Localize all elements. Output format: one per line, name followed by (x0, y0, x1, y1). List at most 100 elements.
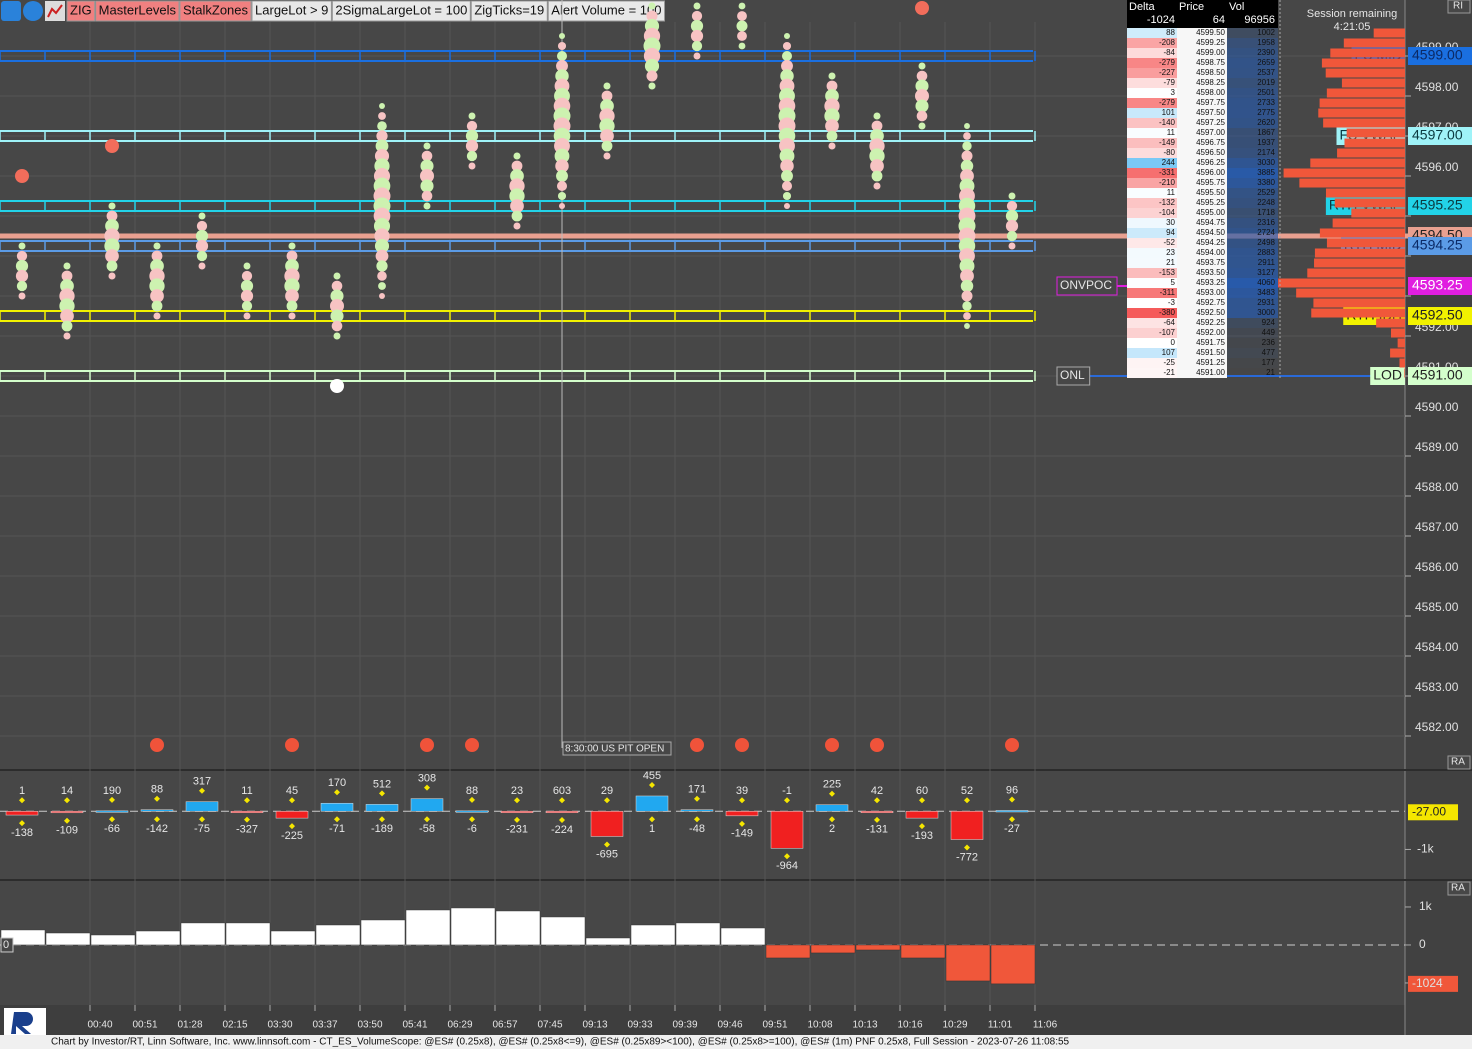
profile-bar (1337, 148, 1405, 158)
delta-bottom-label: -225 (281, 830, 303, 842)
dom-cell: 4060 (1257, 278, 1275, 287)
bubble (693, 52, 701, 60)
toolbar-button[interactable] (470, 0, 548, 22)
icon-button[interactable] (1, 1, 21, 21)
dom-delta-cell (1127, 48, 1177, 58)
dom-vol-cell (1227, 158, 1278, 168)
bubble (468, 162, 476, 170)
level-left-tag-bg (1056, 276, 1118, 296)
dom-delta-cell (1127, 318, 1177, 328)
bubble (106, 260, 118, 272)
toolbar-button[interactable] (331, 0, 471, 22)
dom-cell: 4593.50 (1196, 268, 1225, 277)
delta-marker (1009, 796, 1015, 823)
delta-marker (739, 797, 745, 827)
toolbar-label: Alert Volume = 100 (551, 2, 661, 17)
delta-bottom-label: -75 (194, 823, 210, 835)
delta-marker (334, 789, 340, 823)
dom-vol-cell (1227, 68, 1278, 78)
x-tick-label: 06:57 (492, 1020, 517, 1031)
bubble (557, 41, 567, 51)
toolbar-button[interactable] (95, 0, 180, 22)
bubble-column (778, 32, 796, 210)
icon-button[interactable] (23, 1, 43, 21)
dom-vol-cell (1227, 268, 1278, 278)
dom-price-cell (1177, 288, 1227, 298)
dom-cell: 4594.50 (1196, 228, 1225, 237)
dom-vol-cell (1227, 318, 1278, 328)
delta-bar (680, 809, 714, 812)
dom-cell: 4595.00 (1196, 208, 1225, 217)
dom-cell: 2019 (1257, 78, 1275, 87)
session-time: 4:21:05 (1334, 21, 1371, 33)
delta-top-label: 308 (418, 773, 436, 785)
bubble (826, 80, 838, 92)
alert-dots (150, 738, 1019, 752)
x-tick-label: 11:06 (1033, 1020, 1058, 1031)
dom-vol-cell (1227, 28, 1278, 38)
bubble (243, 312, 251, 320)
bubble (690, 19, 704, 33)
bubble-column (824, 72, 840, 150)
cumulative-bar (585, 937, 631, 946)
bubble (691, 10, 703, 22)
bubble-column (149, 242, 165, 320)
bubble (556, 50, 568, 62)
dom-cell: 4593.00 (1196, 288, 1225, 297)
bubble (918, 62, 926, 70)
delta-top-label: 317 (193, 776, 211, 788)
bubble (601, 140, 613, 152)
dom-delta-shade (1127, 48, 1177, 58)
delta-top-label: 52 (961, 785, 973, 797)
toolbar-button[interactable] (66, 0, 96, 22)
bubble (555, 69, 569, 83)
bubble (374, 228, 390, 244)
delta-top-label: 171 (688, 784, 706, 796)
toolbar-button[interactable] (251, 0, 332, 22)
dom-price-cell (1177, 78, 1227, 88)
bubble (558, 32, 566, 40)
delta-bar (815, 804, 849, 812)
toolbar-button[interactable] (547, 0, 665, 22)
delta-bar (500, 811, 534, 813)
delta-top-label: 512 (373, 778, 391, 790)
dom-delta-shade (1127, 148, 1177, 158)
dom-cell: -79 (1163, 78, 1175, 87)
bubble (153, 312, 161, 320)
bubble (871, 170, 883, 182)
bubble (558, 202, 566, 210)
bubble (106, 210, 118, 222)
toolbar-label: ZigTicks=19 (474, 2, 544, 17)
profile-bar (1376, 318, 1405, 328)
dom-price-cell (1177, 198, 1227, 208)
delta-bottom-label: -695 (596, 848, 618, 860)
delta-bottom-label: -224 (551, 824, 573, 836)
profile-bar (1397, 338, 1405, 348)
toolbar-button[interactable] (179, 0, 252, 22)
delta-bottom-label: -58 (419, 823, 435, 835)
dom-vol-cell (1227, 198, 1278, 208)
dom-cell: 4591.75 (1196, 338, 1225, 347)
dom-vol-cell (1227, 338, 1278, 348)
toolbar-label: StalkZones (183, 2, 249, 17)
dom-price-cell (1177, 268, 1227, 278)
dom-vol-cell (1227, 278, 1278, 288)
profile-bar (1334, 198, 1405, 208)
delta-bar (545, 811, 579, 813)
bubble (196, 220, 208, 232)
dom-cell: -311 (1160, 288, 1176, 297)
bubble (195, 229, 209, 243)
bubble-column (509, 152, 525, 230)
pane-label: RA (1451, 883, 1465, 894)
dom-delta-shade (1127, 258, 1177, 268)
bubble (828, 72, 836, 80)
level-price-tag: 4594.25 (1412, 237, 1463, 253)
delta-top-label: 190 (103, 785, 121, 797)
bubble (465, 129, 479, 143)
cumulative-bar (45, 932, 91, 946)
delta-bottom-label: -138 (11, 827, 33, 839)
dom-delta-shade (1127, 278, 1177, 288)
bubble (961, 150, 973, 162)
cumulative-bar (270, 930, 316, 946)
